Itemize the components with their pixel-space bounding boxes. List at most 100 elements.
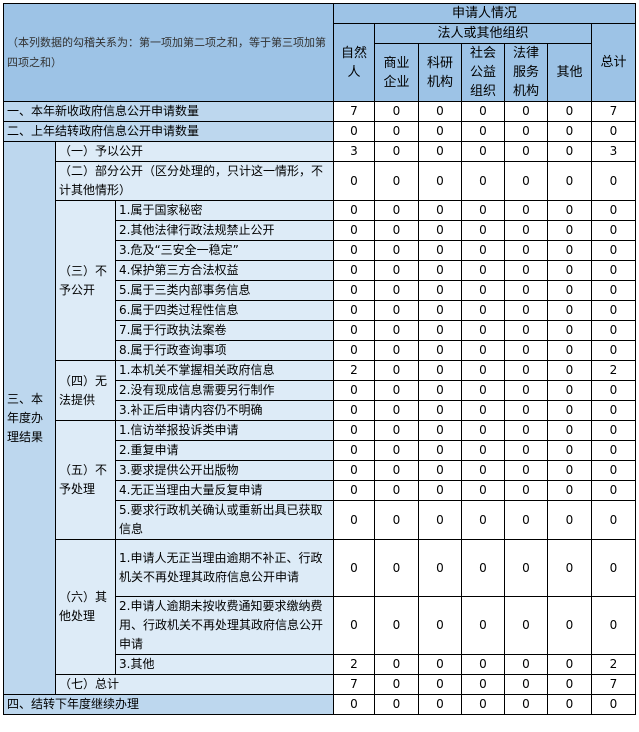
value-cell: 0: [504, 121, 548, 142]
value-cell: 0: [591, 596, 636, 655]
value-cell: 0: [333, 121, 375, 142]
row-label: 一、本年新收政府信息公开申请数量: [3, 101, 334, 122]
value-cell: 0: [591, 400, 636, 421]
total-header: 总计: [591, 23, 636, 102]
value-cell: 0: [333, 480, 375, 501]
value-cell: 0: [418, 101, 462, 122]
value-cell: 0: [504, 260, 548, 281]
value-cell: 0: [591, 340, 636, 361]
value-cell: 0: [547, 420, 592, 441]
table-row: 二、上年结转政府信息公开申请数量 0 0 0 0 0 0 0: [3, 121, 636, 142]
value-cell: 0: [418, 440, 462, 461]
value-cell: 0: [374, 480, 419, 501]
item-label: 3.补正后申请内容仍不明确: [115, 400, 334, 421]
value-cell: 0: [374, 539, 419, 597]
value-cell: 0: [374, 460, 419, 481]
value-cell: 0: [547, 596, 592, 655]
value-cell: 7: [333, 101, 375, 122]
item-label: 2.重复申请: [115, 440, 334, 461]
group-label: （二）部分公开（区分处理的，只计这一情形，不计其他情形）: [55, 161, 334, 201]
value-cell: 2: [333, 654, 375, 675]
value-cell: 0: [461, 161, 505, 201]
value-cell: 0: [418, 596, 462, 655]
value-cell: 0: [591, 440, 636, 461]
value-cell: 0: [374, 280, 419, 301]
table-row: 5.要求行政机关确认或重新出具已获取信息 0 0 0 0 0 0 0: [4, 500, 636, 540]
table-row: 一、本年新收政府信息公开申请数量 7 0 0 0 0 0 7: [3, 101, 636, 122]
value-cell: 0: [374, 260, 419, 281]
value-cell: 0: [504, 694, 548, 715]
value-cell: 0: [591, 460, 636, 481]
value-cell: 0: [333, 260, 375, 281]
item-label: 2.其他法律行政法规禁止公开: [115, 220, 334, 241]
table-row: （三）不予公开 1.属于国家秘密 0 0 0 0 0 0 0: [4, 200, 636, 361]
value-cell: 0: [374, 596, 419, 655]
value-cell: 0: [547, 141, 592, 162]
value-cell: 0: [418, 694, 462, 715]
value-cell: 0: [333, 320, 375, 341]
value-cell: 0: [461, 220, 505, 241]
item-label: 1.属于国家秘密: [115, 200, 334, 221]
table-row: 四、结转下年度继续办理 0 0 0 0 0 0 0: [3, 694, 636, 715]
value-cell: 0: [461, 674, 505, 695]
natural-person-header: 自然人: [333, 23, 375, 102]
item-label: 2.没有现成信息需要另行制作: [115, 380, 334, 401]
value-cell: 0: [504, 539, 548, 597]
value-cell: 0: [547, 340, 592, 361]
table-row: （七）总计 7 0 0 0 0 0 7: [4, 674, 636, 695]
value-cell: 0: [374, 121, 419, 142]
value-cell: 0: [547, 240, 592, 261]
value-cell: 0: [461, 596, 505, 655]
value-cell: 0: [547, 674, 592, 695]
value-cell: 0: [461, 141, 505, 162]
value-cell: 0: [418, 240, 462, 261]
value-cell: 0: [461, 400, 505, 421]
corner-note: （本列数据的勾稽关系为：第一项加第二项之和，等于第三项加第四项之和）: [3, 3, 334, 102]
item-label: 3.要求提供公开出版物: [115, 460, 334, 481]
item-label: 8.属于行政查询事项: [115, 340, 334, 361]
value-cell: 0: [504, 420, 548, 441]
value-cell: 0: [461, 360, 505, 381]
value-cell: 0: [418, 400, 462, 421]
legal-org-header: 法人或其他组织: [374, 23, 592, 44]
value-cell: 0: [374, 360, 419, 381]
group-label: （一）予以公开: [55, 141, 334, 162]
item-label: 6.属于四类过程性信息: [115, 300, 334, 321]
value-cell: 0: [418, 480, 462, 501]
value-cell: 0: [591, 240, 636, 261]
item-label: 3.危及“三安全一稳定”: [115, 240, 334, 261]
value-cell: 0: [418, 360, 462, 381]
value-cell: 0: [374, 380, 419, 401]
value-cell: 2: [591, 360, 636, 381]
value-cell: 0: [374, 200, 419, 221]
value-cell: 0: [504, 220, 548, 241]
value-cell: 0: [504, 240, 548, 261]
value-cell: 0: [504, 674, 548, 695]
value-cell: 0: [461, 101, 505, 122]
value-cell: 0: [333, 539, 375, 597]
value-cell: 0: [547, 360, 592, 381]
value-cell: 0: [461, 340, 505, 361]
value-cell: 0: [418, 500, 462, 540]
value-cell: 0: [418, 260, 462, 281]
value-cell: 0: [374, 674, 419, 695]
value-cell: 0: [461, 380, 505, 401]
group-label: （五）不予处理: [55, 420, 116, 540]
value-cell: 0: [461, 460, 505, 481]
value-cell: 0: [547, 121, 592, 142]
value-cell: 0: [504, 300, 548, 321]
value-cell: 0: [374, 400, 419, 421]
value-cell: 0: [504, 654, 548, 675]
value-cell: 0: [374, 440, 419, 461]
value-cell: 0: [461, 280, 505, 301]
value-cell: 0: [461, 200, 505, 221]
value-cell: 0: [461, 121, 505, 142]
value-cell: 0: [333, 420, 375, 441]
value-cell: 0: [461, 480, 505, 501]
value-cell: 2: [333, 360, 375, 381]
value-cell: 7: [591, 101, 636, 122]
org-col-header: 科研机构: [418, 43, 462, 102]
value-cell: 0: [547, 500, 592, 540]
value-cell: 0: [418, 200, 462, 221]
value-cell: 0: [591, 500, 636, 540]
